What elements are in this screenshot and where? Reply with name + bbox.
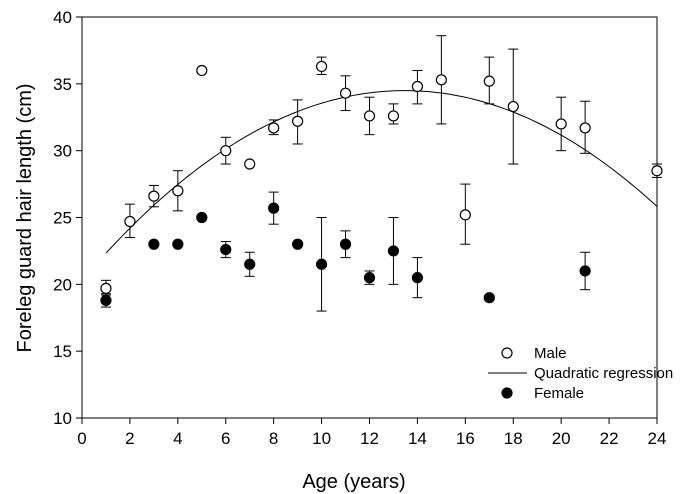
male-point (411, 80, 424, 93)
x-tick-label: 12 (360, 429, 379, 448)
y-tick-label: 10 (53, 409, 72, 428)
female-point (411, 272, 424, 284)
x-tick-label: 4 (173, 429, 182, 448)
female-point (292, 238, 304, 250)
male-point (507, 100, 519, 113)
female-point (579, 265, 591, 277)
male-point (124, 215, 136, 228)
female-point (100, 294, 112, 306)
male-point (435, 74, 447, 86)
male-point (579, 122, 591, 134)
male-point (172, 185, 184, 197)
y-tick-label: 25 (53, 209, 72, 228)
x-tick-label: 8 (269, 429, 278, 448)
y-tick-label: 15 (53, 342, 72, 361)
female-point (483, 292, 495, 304)
x-axis-title: Age (years) (302, 471, 405, 493)
female-point (363, 272, 376, 284)
female-point (315, 258, 328, 270)
male-point (339, 87, 352, 99)
male-point (459, 209, 471, 221)
regression-line (105, 90, 658, 254)
regression-layer (105, 90, 658, 254)
x-tick-label: 22 (600, 429, 619, 448)
female-point (196, 211, 208, 224)
x-tick-label: 2 (125, 429, 134, 448)
error-bars (100, 35, 662, 312)
plot-frame (81, 16, 658, 419)
male-point (651, 165, 663, 177)
female-point (268, 202, 280, 214)
y-tick-label: 20 (53, 275, 72, 294)
y-axis-title: Foreleg guard hair length (cm) (14, 83, 36, 352)
x-tick-label: 16 (456, 429, 475, 448)
male-point (268, 122, 280, 134)
legend-female-marker (501, 387, 513, 399)
male-point (100, 282, 112, 294)
x-tick-label: 20 (552, 429, 571, 448)
male-point (196, 64, 208, 77)
x-tick-label: 18 (504, 429, 523, 448)
male-point (220, 145, 232, 157)
female-point (172, 238, 184, 250)
male-point (315, 60, 328, 73)
y-tick-label: 30 (53, 142, 72, 161)
legend-regression-label: Quadratic regression (534, 365, 673, 382)
female-point (339, 238, 352, 250)
male-point (387, 110, 400, 122)
x-tick-label: 10 (312, 429, 331, 448)
female-point (387, 245, 400, 257)
y-tick-label: 35 (53, 75, 72, 94)
legend-male-label: Male (534, 345, 567, 362)
legend-female-label: Female (534, 385, 584, 402)
legend: Male Quadratic regression Female (488, 345, 673, 402)
male-point (148, 190, 160, 202)
female-point (148, 238, 160, 250)
data-points (100, 60, 663, 306)
x-tick-label: 6 (221, 429, 230, 448)
male-point (363, 110, 376, 122)
y-tick-label: 40 (53, 8, 72, 27)
male-point (292, 115, 304, 127)
female-point (220, 243, 232, 256)
male-point (555, 118, 567, 130)
male-point (483, 75, 495, 87)
x-tick-label: 14 (408, 429, 427, 448)
male-point (244, 158, 256, 170)
legend-male-marker (501, 347, 513, 359)
x-tick-label: 24 (648, 429, 667, 448)
x-tick-label: 0 (77, 429, 86, 448)
female-point (244, 258, 256, 270)
